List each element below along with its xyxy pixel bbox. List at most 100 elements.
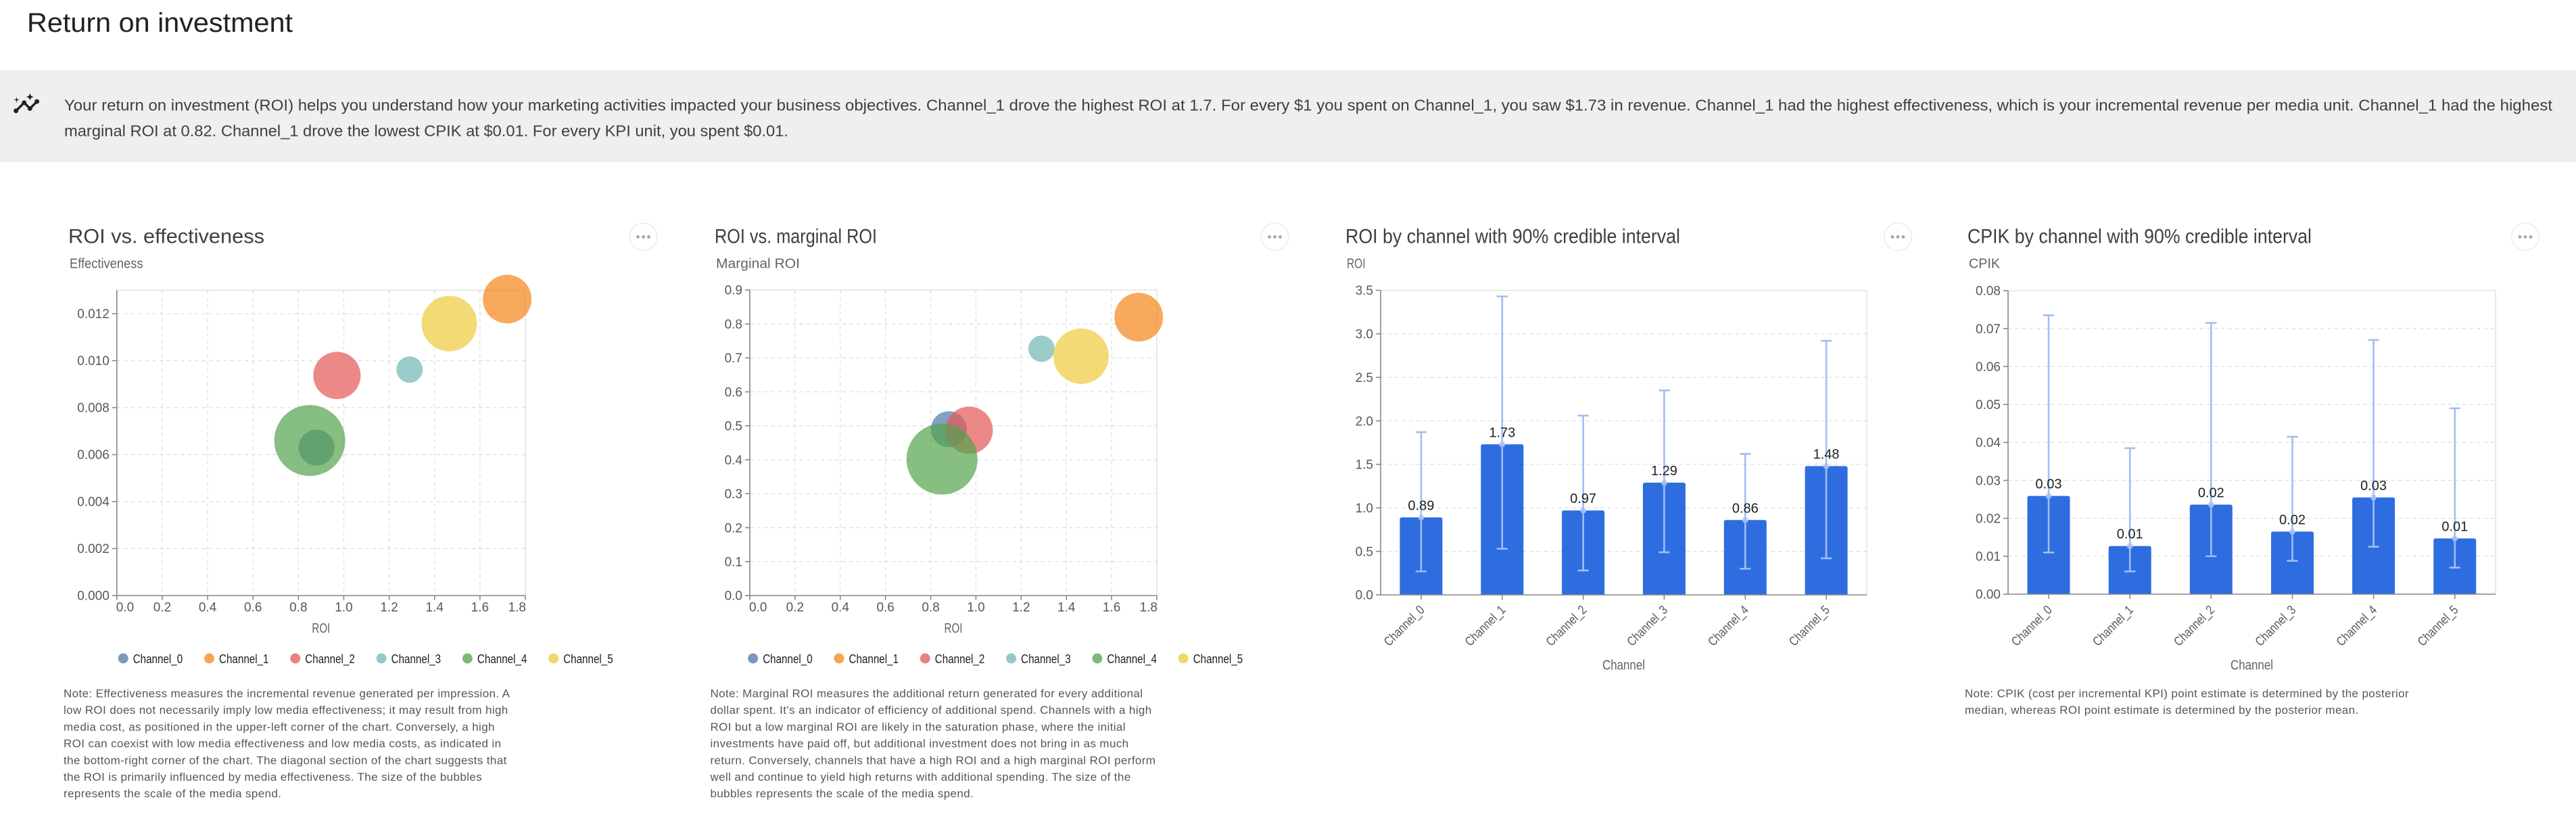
svg-text:0.08: 0.08 (1976, 285, 2001, 299)
svg-text:0.01: 0.01 (2117, 527, 2143, 542)
svg-text:ROI: ROI (945, 621, 963, 636)
svg-text:Channel_2: Channel_2 (2172, 603, 2218, 649)
svg-text:Channel_1: Channel_1 (1462, 603, 1508, 649)
svg-text:Note: CPIK (cost per increment: Note: CPIK (cost per incremental KPI) po… (1965, 687, 2409, 700)
svg-text:0.04: 0.04 (1976, 436, 2001, 450)
svg-text:Channel_3: Channel_3 (1625, 603, 1671, 649)
svg-text:Channel_2: Channel_2 (1544, 603, 1590, 649)
svg-text:media cost, as positioned in t: media cost, as positioned in the upper-l… (64, 721, 495, 733)
svg-text:0.03: 0.03 (2360, 479, 2387, 493)
svg-text:the bottom-right corner of the: the bottom-right corner of the chart. Th… (64, 754, 507, 767)
svg-text:CPIK by channel with 90% credi: CPIK by channel with 90% credible interv… (1967, 225, 2312, 247)
svg-text:1.0: 1.0 (1356, 502, 1373, 516)
svg-text:1.4: 1.4 (426, 601, 444, 615)
svg-text:Channel_0: Channel_0 (133, 652, 183, 667)
svg-text:1.2: 1.2 (1012, 601, 1030, 615)
svg-text:0.4: 0.4 (725, 454, 743, 468)
svg-text:0.002: 0.002 (77, 542, 110, 556)
svg-text:0.0: 0.0 (725, 589, 742, 604)
svg-text:Channel_1: Channel_1 (219, 652, 269, 667)
svg-text:1.48: 1.48 (1813, 448, 1840, 462)
svg-text:Channel_0: Channel_0 (763, 652, 813, 667)
svg-text:0.6: 0.6 (725, 385, 742, 400)
svg-text:0.4: 0.4 (832, 601, 850, 615)
svg-text:Channel_0: Channel_0 (2009, 603, 2055, 649)
svg-text:0.0: 0.0 (749, 601, 767, 615)
svg-text:Channel_3: Channel_3 (1021, 652, 1071, 667)
svg-text:0.006: 0.006 (77, 448, 110, 462)
svg-text:0.5: 0.5 (725, 420, 742, 434)
svg-text:0.010: 0.010 (77, 354, 110, 368)
svg-text:0.86: 0.86 (1732, 501, 1759, 516)
svg-text:0.02: 0.02 (1976, 512, 2001, 526)
svg-text:Channel_2: Channel_2 (305, 652, 355, 667)
svg-text:0.02: 0.02 (2198, 486, 2224, 501)
svg-text:0.01: 0.01 (2441, 519, 2468, 534)
svg-text:1.29: 1.29 (1651, 464, 1677, 479)
svg-text:2.5: 2.5 (1356, 371, 1373, 385)
svg-text:Channel: Channel (1602, 658, 1645, 673)
svg-text:3.5: 3.5 (1356, 284, 1373, 298)
svg-text:Channel_3: Channel_3 (391, 652, 442, 667)
svg-text:low ROI does not necessarily i: low ROI does not necessarily imply low m… (64, 704, 508, 717)
svg-text:0.004: 0.004 (77, 495, 110, 510)
svg-text:0.5: 0.5 (1356, 545, 1373, 559)
svg-text:0.6: 0.6 (244, 601, 262, 615)
svg-text:Channel_5: Channel_5 (2415, 603, 2461, 649)
svg-text:1.0: 1.0 (967, 601, 984, 615)
svg-text:ROI: ROI (312, 621, 330, 636)
svg-text:0.6: 0.6 (876, 601, 894, 615)
svg-text:0.0: 0.0 (1356, 589, 1373, 603)
svg-text:2.0: 2.0 (1356, 414, 1373, 429)
svg-text:marginal ROI at 0.82. Channel_: marginal ROI at 0.82. Channel_1 drove th… (64, 122, 788, 139)
svg-text:1.8: 1.8 (508, 601, 526, 615)
svg-text:1.6: 1.6 (471, 601, 489, 615)
svg-text:0.05: 0.05 (1976, 398, 2001, 412)
svg-text:0.02: 0.02 (2279, 512, 2306, 527)
svg-text:0.00: 0.00 (1976, 588, 2001, 602)
svg-text:0.2: 0.2 (153, 601, 171, 615)
svg-text:1.8: 1.8 (1140, 601, 1158, 615)
svg-text:0.7: 0.7 (725, 352, 742, 366)
svg-text:0.000: 0.000 (77, 589, 110, 604)
svg-text:Channel_3: Channel_3 (2253, 603, 2299, 649)
svg-text:3.0: 3.0 (1356, 328, 1373, 342)
svg-text:0.3: 0.3 (725, 487, 742, 502)
svg-text:0.01: 0.01 (1976, 550, 2001, 564)
svg-text:0.03: 0.03 (1976, 474, 2001, 488)
svg-text:Channel_4: Channel_4 (1107, 652, 1157, 667)
svg-text:Return on investment: Return on investment (27, 8, 293, 38)
svg-text:ROI: ROI (1347, 257, 1366, 272)
svg-text:Channel_4: Channel_4 (1706, 603, 1752, 649)
svg-text:0.03: 0.03 (2036, 477, 2062, 492)
svg-text:Channel_4: Channel_4 (477, 652, 527, 667)
svg-text:1.0: 1.0 (335, 601, 352, 615)
svg-text:0.97: 0.97 (1570, 491, 1596, 506)
svg-text:0.8: 0.8 (289, 601, 307, 615)
svg-text:0.2: 0.2 (786, 601, 804, 615)
svg-text:1.73: 1.73 (1489, 425, 1515, 440)
svg-text:Your return on investment (ROI: Your return on investment (ROI) helps yo… (64, 97, 2553, 114)
svg-text:0.07: 0.07 (1976, 322, 2001, 337)
svg-text:0.89: 0.89 (1408, 498, 1434, 513)
svg-text:well and continue to yield hig: well and continue to yield high returns … (710, 771, 1131, 783)
svg-text:median, whereas ROI point esti: median, whereas ROI point estimate is de… (1965, 704, 2359, 717)
svg-text:Channel_5: Channel_5 (1786, 603, 1832, 649)
svg-text:Note: Marginal ROI measures th: Note: Marginal ROI measures the addition… (711, 687, 1143, 700)
svg-text:0.2: 0.2 (725, 521, 742, 535)
svg-text:ROI but a low marginal ROI are: ROI but a low marginal ROI are likely in… (711, 721, 1126, 733)
svg-text:represents the scale of the me: represents the scale of the media spend. (64, 788, 281, 800)
svg-text:dollar spent. It's an indicato: dollar spent. It's an indicator of effic… (711, 704, 1152, 717)
svg-text:0.06: 0.06 (1976, 360, 2001, 374)
svg-text:return. Conversely, channels t: return. Conversely, channels that have a… (711, 754, 1156, 767)
svg-text:Channel_4: Channel_4 (2334, 603, 2380, 649)
svg-text:0.9: 0.9 (725, 284, 742, 298)
svg-text:1.2: 1.2 (380, 601, 398, 615)
svg-text:investments have paid off, but: investments have paid off, but additiona… (711, 738, 1129, 750)
svg-text:Channel_0: Channel_0 (1381, 603, 1427, 649)
svg-text:Effectiveness: Effectiveness (70, 257, 143, 272)
svg-text:Channel_5: Channel_5 (563, 652, 613, 667)
svg-text:ROI by channel with 90% credib: ROI by channel with 90% credible interva… (1345, 225, 1680, 247)
svg-text:0.008: 0.008 (77, 402, 110, 416)
svg-text:Channel_5: Channel_5 (1193, 652, 1243, 667)
